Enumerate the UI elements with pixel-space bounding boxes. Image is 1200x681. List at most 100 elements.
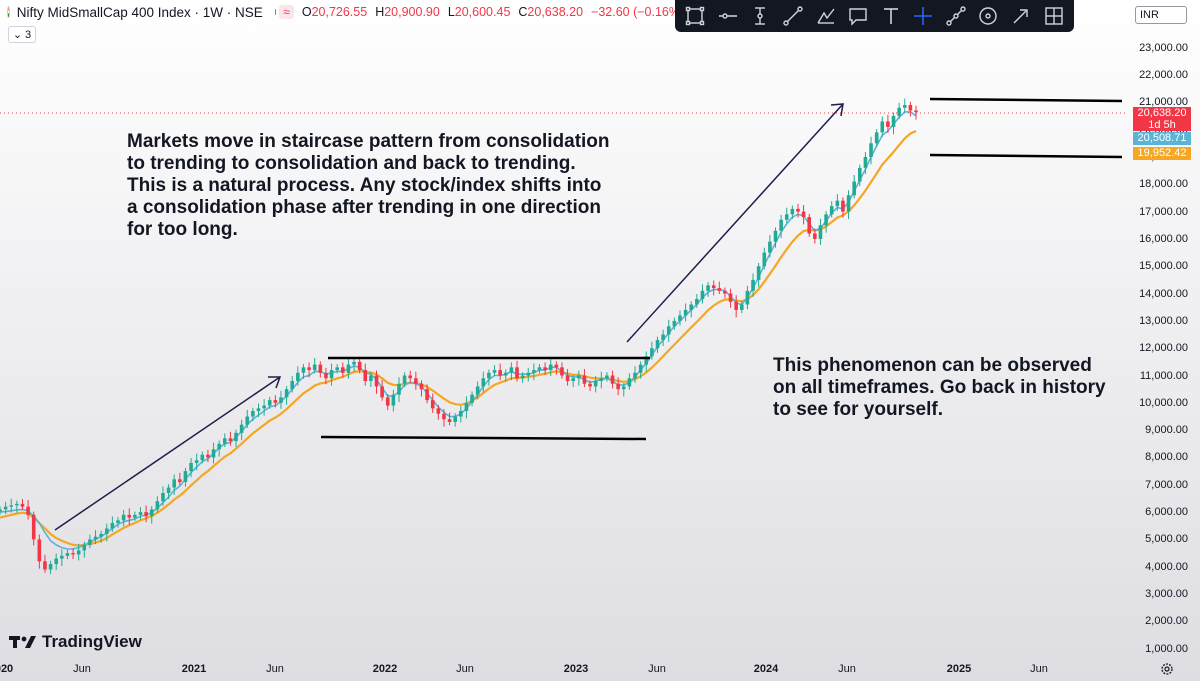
candle-body xyxy=(751,279,755,291)
candle-body xyxy=(110,523,115,529)
symbol-title[interactable]: Nifty MidSmallCap 400 Index · 1W · NSE xyxy=(16,4,263,20)
time-axis-label: 020 xyxy=(0,663,14,675)
candle-body xyxy=(503,372,508,376)
text-tool[interactable] xyxy=(878,3,904,29)
candle-body xyxy=(357,361,362,371)
candle-body xyxy=(824,214,828,226)
candle-body xyxy=(206,454,210,458)
candle-body xyxy=(470,394,474,403)
price-axis-label: 5,000.00 xyxy=(1145,533,1188,546)
candle-body xyxy=(9,505,14,507)
candle-body xyxy=(335,367,339,371)
candle-body xyxy=(768,241,772,253)
candle-body xyxy=(638,364,643,373)
wave-badge[interactable]: ≈ xyxy=(279,5,294,19)
resistance-line-current[interactable] xyxy=(929,97,1123,103)
price-axis-label: 13,000.00 xyxy=(1139,314,1188,327)
candle-body xyxy=(801,211,806,218)
candle-body xyxy=(346,364,351,373)
vertical-line-icon xyxy=(755,7,766,25)
candle-body xyxy=(419,383,424,390)
ema-slow-tag: 19,952.42 xyxy=(1133,147,1191,160)
candle-body xyxy=(369,375,373,381)
chevron-down-icon: ⌄ xyxy=(12,29,23,41)
vertical-line-tool[interactable] xyxy=(747,3,773,29)
candle-body xyxy=(796,208,800,212)
candle-body xyxy=(813,233,817,239)
candle-body xyxy=(178,479,182,483)
candle-body xyxy=(290,380,295,390)
measure-tool[interactable] xyxy=(943,3,969,29)
candle-body xyxy=(695,299,699,305)
time-axis-label: Jun xyxy=(456,663,474,675)
candle-body xyxy=(340,367,345,373)
candle-body xyxy=(172,479,177,488)
price-axis-label: 1,000.00 xyxy=(1145,642,1188,655)
candle-body xyxy=(858,167,862,182)
candle-body xyxy=(621,386,626,390)
india-flag-icon xyxy=(7,6,10,18)
candle-body xyxy=(447,419,452,422)
candle-body xyxy=(329,370,334,379)
layout-tool[interactable] xyxy=(1041,3,1067,29)
annotation-left[interactable]: Markets move in staircase pattern from c… xyxy=(127,131,610,240)
horizontal-line-tool[interactable] xyxy=(715,3,741,29)
candle-body xyxy=(217,443,221,450)
candle-body xyxy=(593,380,598,387)
annotation-right[interactable]: This phenomenon can be observed on all t… xyxy=(773,355,1106,420)
arrow-tool[interactable] xyxy=(1008,3,1034,29)
time-axis-label: Jun xyxy=(266,663,284,675)
candle-body xyxy=(3,506,8,510)
candle-body xyxy=(453,416,457,422)
candle-body xyxy=(133,514,137,518)
candle-body xyxy=(267,400,272,406)
candle-body xyxy=(138,512,143,515)
candle-body xyxy=(745,290,750,305)
candle-body xyxy=(818,225,823,239)
circle-tool[interactable] xyxy=(975,3,1001,29)
price-axis-label: 18,000.00 xyxy=(1139,178,1188,191)
time-axis-label: 2024 xyxy=(753,663,779,675)
rectangle-tool[interactable] xyxy=(682,3,708,29)
candle-body xyxy=(318,364,323,373)
candle-body xyxy=(222,438,227,444)
candle-body xyxy=(65,553,70,556)
candle-body xyxy=(711,285,716,289)
trend-arrow-2[interactable] xyxy=(626,103,844,343)
price-axis-label: 21,000.00 xyxy=(1139,96,1188,109)
candle-body xyxy=(442,413,446,420)
candle-body xyxy=(644,356,649,365)
crosshair-tool[interactable] xyxy=(910,3,936,29)
candle-body xyxy=(633,372,637,379)
trend-arrow-2-head xyxy=(830,103,844,117)
candle-body xyxy=(880,121,885,133)
candle-body xyxy=(121,514,126,521)
support-line-consolidation[interactable] xyxy=(320,435,647,441)
brush-tool[interactable] xyxy=(813,3,839,29)
candle-body xyxy=(605,375,609,379)
gear-icon[interactable] xyxy=(1160,662,1174,676)
trend-arrow-1[interactable] xyxy=(54,376,281,531)
price-axis-label: 11,000.00 xyxy=(1139,369,1188,382)
candle-body xyxy=(661,334,665,341)
candle-body xyxy=(874,132,879,144)
currency-selector[interactable]: INR xyxy=(1135,6,1187,24)
ohlc-close: C20,638.20 xyxy=(518,5,584,19)
ohlc-high: H20,900.90 xyxy=(375,5,440,19)
indicator-toggle[interactable]: ⌄ 3 xyxy=(8,26,36,43)
candle-body xyxy=(43,561,47,570)
callout-tool[interactable] xyxy=(845,3,871,29)
candle-body xyxy=(149,509,154,517)
candle-body xyxy=(391,394,396,406)
trend-line-tool[interactable] xyxy=(780,3,806,29)
candle-body xyxy=(829,206,834,215)
last-price-tag: 20,638.20 1d 5h xyxy=(1133,107,1191,131)
candle-body xyxy=(234,432,238,442)
candle-body xyxy=(582,375,587,384)
support-line-current[interactable] xyxy=(929,153,1123,159)
candle-body xyxy=(71,553,75,555)
rectangle-icon xyxy=(686,6,705,26)
tradingview-logo[interactable]: TradingView xyxy=(9,632,142,652)
candle-body xyxy=(863,156,868,168)
